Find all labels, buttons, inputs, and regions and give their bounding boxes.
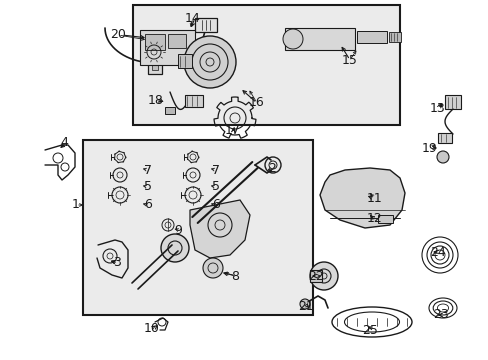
Circle shape — [183, 36, 236, 88]
Text: 13: 13 — [429, 102, 445, 114]
Bar — [83, 140, 312, 315]
Text: 18: 18 — [148, 94, 163, 107]
Text: 24: 24 — [429, 246, 445, 258]
Bar — [309, 270, 321, 282]
Text: 8: 8 — [230, 270, 239, 283]
Text: 9: 9 — [174, 224, 182, 237]
Circle shape — [436, 151, 448, 163]
Circle shape — [299, 299, 309, 309]
Text: 6: 6 — [144, 198, 152, 211]
Text: 1: 1 — [72, 198, 80, 211]
Text: 7: 7 — [143, 163, 152, 176]
Bar — [152, 60, 158, 70]
Bar — [168, 34, 185, 48]
Text: 11: 11 — [366, 192, 382, 204]
Circle shape — [309, 262, 337, 290]
Text: 14: 14 — [185, 12, 201, 24]
Bar — [356, 31, 386, 43]
Text: 3: 3 — [113, 256, 121, 270]
Bar — [285, 28, 354, 50]
Text: 6: 6 — [212, 198, 220, 211]
Text: 2: 2 — [267, 162, 275, 175]
Text: 17: 17 — [224, 123, 241, 136]
Text: 23: 23 — [432, 309, 448, 321]
Bar — [388, 32, 400, 42]
Text: 5: 5 — [143, 180, 152, 194]
Bar — [195, 18, 217, 32]
Text: 15: 15 — [342, 54, 357, 67]
Polygon shape — [190, 200, 249, 258]
Bar — [437, 133, 451, 143]
Bar — [133, 5, 399, 125]
Bar — [145, 34, 164, 50]
Text: 20: 20 — [110, 28, 126, 41]
Text: 16: 16 — [248, 96, 264, 109]
Circle shape — [161, 234, 189, 262]
Text: 19: 19 — [421, 141, 437, 154]
Text: 7: 7 — [212, 163, 220, 176]
Text: 4: 4 — [60, 136, 68, 149]
Bar — [184, 95, 203, 107]
Text: 22: 22 — [307, 270, 323, 283]
Bar — [148, 56, 162, 74]
Circle shape — [203, 258, 223, 278]
Text: 12: 12 — [366, 211, 382, 225]
Circle shape — [283, 29, 303, 49]
Text: 10: 10 — [144, 321, 160, 334]
Bar — [140, 30, 195, 65]
Bar — [444, 95, 460, 109]
Text: 21: 21 — [298, 301, 313, 314]
Text: 5: 5 — [212, 180, 220, 194]
Text: 25: 25 — [361, 324, 377, 337]
Bar — [164, 107, 175, 114]
Bar — [178, 54, 192, 68]
Bar — [377, 215, 392, 223]
Polygon shape — [319, 168, 404, 228]
